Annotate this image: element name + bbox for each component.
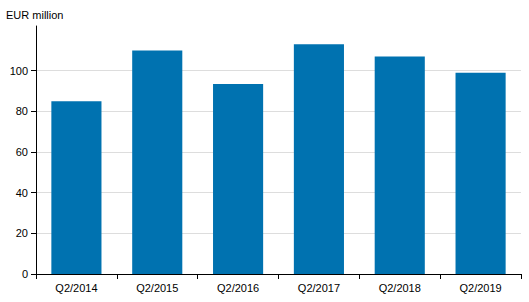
- svg-text:EUR million: EUR million: [6, 9, 63, 21]
- svg-text:20: 20: [16, 227, 28, 239]
- svg-text:Q2/2018: Q2/2018: [379, 282, 421, 294]
- svg-text:Q2/2019: Q2/2019: [459, 282, 501, 294]
- svg-text:Q2/2014: Q2/2014: [55, 282, 97, 294]
- svg-text:0: 0: [22, 268, 28, 280]
- svg-text:60: 60: [16, 146, 28, 158]
- svg-text:40: 40: [16, 187, 28, 199]
- svg-text:Q2/2016: Q2/2016: [217, 282, 259, 294]
- svg-text:Q2/2017: Q2/2017: [298, 282, 340, 294]
- svg-text:80: 80: [16, 105, 28, 117]
- svg-text:Q2/2015: Q2/2015: [136, 282, 178, 294]
- svg-text:100: 100: [10, 65, 28, 77]
